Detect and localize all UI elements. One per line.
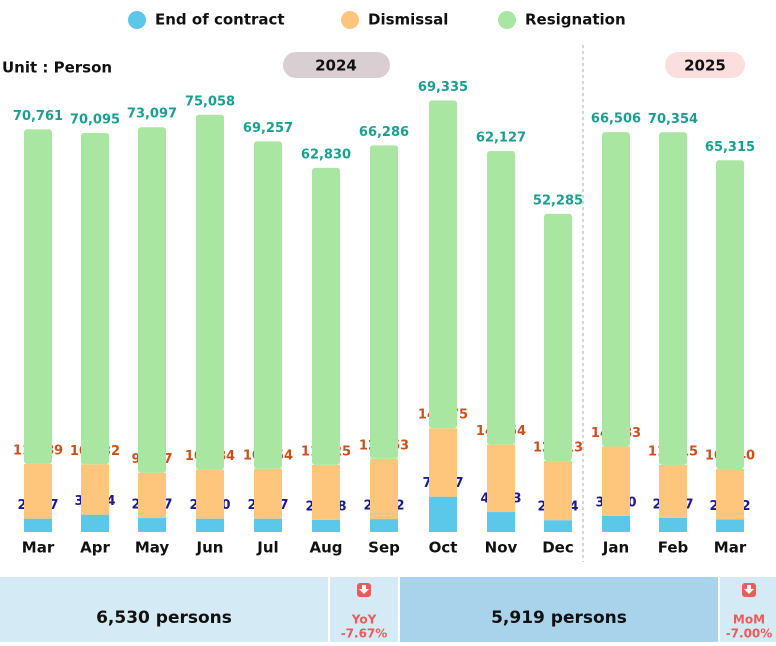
year-label: 2024 bbox=[315, 57, 357, 75]
bar-segment bbox=[429, 496, 457, 532]
bar-segment bbox=[24, 518, 52, 532]
data-label: 69,335 bbox=[418, 80, 468, 95]
legend-label: Dismissal bbox=[368, 11, 448, 29]
down-arrow bbox=[744, 585, 754, 594]
bar-segment bbox=[24, 463, 52, 519]
bar-segment bbox=[659, 517, 687, 532]
unit-label: Unit : Person bbox=[2, 59, 112, 77]
bar-segment bbox=[716, 469, 744, 520]
bar-segment bbox=[312, 519, 340, 532]
bar-segment bbox=[254, 518, 282, 532]
bar-segment bbox=[81, 514, 109, 532]
x-tick-label: Jan bbox=[602, 539, 629, 557]
legend-label: End of contract bbox=[155, 11, 285, 29]
bar-segment bbox=[487, 444, 515, 513]
bar-segment bbox=[24, 129, 52, 464]
down-arrow bbox=[359, 585, 369, 594]
summary-value: 6,530 persons bbox=[96, 608, 232, 628]
bar-segment bbox=[487, 512, 515, 532]
x-tick-label: Aug bbox=[309, 539, 342, 557]
x-tick-label: Jul bbox=[256, 539, 278, 557]
legend-swatch bbox=[341, 11, 359, 29]
x-tick-label: Nov bbox=[485, 539, 518, 557]
bar-segment bbox=[312, 464, 340, 520]
bar-segment bbox=[544, 213, 572, 462]
data-label: 66,286 bbox=[359, 125, 409, 140]
data-label: 70,095 bbox=[70, 113, 120, 128]
summary-box bbox=[0, 577, 328, 642]
x-tick-label: Jun bbox=[196, 539, 224, 557]
change-value: -7.67% bbox=[341, 627, 388, 641]
data-label: 69,257 bbox=[243, 121, 293, 136]
bar-segment bbox=[487, 150, 515, 445]
bar-segment bbox=[312, 167, 340, 465]
bar-segment bbox=[659, 132, 687, 465]
year-pill bbox=[665, 52, 745, 78]
bar-segment bbox=[196, 518, 224, 532]
change-label: YoY bbox=[351, 613, 377, 627]
data-label: 73,097 bbox=[127, 107, 177, 122]
bar-segment bbox=[716, 160, 744, 470]
data-label: 65,315 bbox=[705, 140, 755, 155]
bar-segment bbox=[716, 519, 744, 532]
data-label: 52,285 bbox=[533, 193, 583, 208]
data-label: 66,506 bbox=[591, 112, 641, 127]
legend-swatch bbox=[128, 11, 146, 29]
x-tick-label: Oct bbox=[429, 539, 458, 557]
bar-segment bbox=[196, 114, 224, 470]
data-label: 62,127 bbox=[476, 130, 526, 145]
x-tick-label: Dec bbox=[542, 539, 574, 557]
data-label: 70,761 bbox=[13, 109, 63, 124]
bar-segment bbox=[138, 472, 166, 519]
data-label: 62,830 bbox=[301, 147, 351, 162]
change-value: -7.00% bbox=[726, 627, 773, 641]
bar-segment bbox=[544, 461, 572, 521]
bar-segment bbox=[370, 458, 398, 520]
bar-segment bbox=[429, 100, 457, 429]
bar-segment bbox=[602, 515, 630, 532]
legend-swatch bbox=[498, 11, 516, 29]
change-label: MoM bbox=[733, 613, 765, 627]
bar-segment bbox=[370, 145, 398, 459]
bar-segment bbox=[196, 469, 224, 519]
bar-segment bbox=[254, 141, 282, 469]
x-tick-label: Apr bbox=[80, 539, 110, 557]
year-label: 2025 bbox=[684, 57, 726, 75]
x-tick-label: Mar bbox=[714, 539, 747, 557]
x-tick-label: May bbox=[135, 539, 170, 557]
bar-segment bbox=[254, 468, 282, 519]
summary-box bbox=[400, 577, 718, 642]
bar-segment bbox=[602, 132, 630, 447]
legend-label: Resignation bbox=[525, 11, 626, 29]
bar-segment bbox=[81, 464, 109, 515]
bar-segment bbox=[659, 464, 687, 518]
bar-segment bbox=[544, 520, 572, 532]
x-tick-label: Feb bbox=[658, 539, 689, 557]
x-tick-label: Sep bbox=[368, 539, 400, 557]
data-label: 70,354 bbox=[648, 112, 698, 127]
bar-segment bbox=[138, 127, 166, 473]
bar-segment bbox=[429, 428, 457, 497]
bar-segment bbox=[81, 133, 109, 465]
bar-segment bbox=[602, 446, 630, 516]
year-pill bbox=[283, 52, 390, 78]
summary-value: 5,919 persons bbox=[491, 608, 627, 628]
bar-segment bbox=[370, 519, 398, 532]
bar-segment bbox=[138, 518, 166, 532]
data-label: 75,058 bbox=[185, 94, 235, 109]
x-tick-label: Mar bbox=[22, 539, 55, 557]
